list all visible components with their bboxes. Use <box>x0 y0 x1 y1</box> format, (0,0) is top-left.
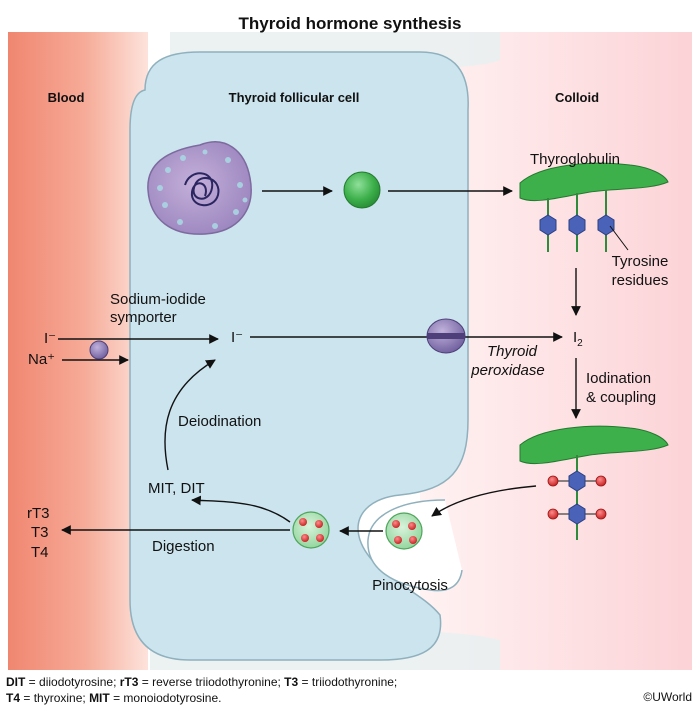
colloid-label: Colloid <box>555 90 599 105</box>
blood-region <box>8 32 148 670</box>
footnote-rt3-abbr: rT3 <box>119 675 139 689</box>
footnote-dit-abbr: DIT <box>6 675 26 689</box>
footnote-dit-def: = diiodotyrosine; <box>25 675 120 689</box>
iodination-label-2: & coupling <box>586 389 656 406</box>
digestion-label: Digestion <box>152 538 215 555</box>
iodinated-thyroglobulin <box>519 425 669 540</box>
footnote-mit-def: = monoiodotyrosine. <box>109 691 222 705</box>
mit-dit-label: MIT, DIT <box>148 480 205 497</box>
diagram-title: Thyroid hormone synthesis <box>239 14 462 33</box>
deiodination-label: Deiodination <box>178 413 261 430</box>
t3-label: T3 <box>31 524 49 541</box>
tyrosine-label-1: Tyrosine <box>612 253 669 270</box>
nucleus <box>147 141 252 235</box>
footnote-mit-abbr: MIT <box>89 691 110 705</box>
peroxidase-label-1: Thyroid <box>487 343 538 360</box>
footnote-t3-abbr: T3 <box>284 675 299 689</box>
pinocytic-vesicle <box>385 512 423 550</box>
tyrosine-label-2: residues <box>612 272 669 289</box>
copyright: ©UWorld <box>643 690 692 704</box>
tyrosine-pointer <box>609 225 629 251</box>
arrow-to-pinocytosis <box>431 485 537 517</box>
peroxidase-label-2: peroxidase <box>470 362 544 379</box>
abbreviations-footnote: DIT = diiodotyrosine; rT3 = reverse trii… <box>6 674 566 706</box>
iodination-label-1: Iodination <box>586 370 651 387</box>
sodium-label: Na⁺ <box>28 351 55 368</box>
digestion-vesicle <box>292 511 330 549</box>
thyroglobulin-precursor <box>343 171 381 209</box>
footnote-rt3-def: = reverse triiodothyronine; <box>138 675 285 689</box>
rt3-label: rT3 <box>27 505 50 522</box>
thyroglobulin-label: Thyroglobulin <box>530 151 620 168</box>
iodine-label: I2 <box>573 329 583 349</box>
cell-label: Thyroid follicular cell <box>229 90 360 105</box>
footnote-t3-def: = triiodothyronine; <box>298 675 398 689</box>
arrow-deiodination <box>164 359 216 471</box>
thyroid-peroxidase-channel <box>426 318 466 354</box>
symporter-label-1: Sodium-iodide <box>110 291 206 308</box>
blood-label: Blood <box>48 90 85 105</box>
arrow-to-mit-dit <box>191 495 291 523</box>
footnote-t4-def: = thyroxine; <box>20 691 90 705</box>
symporter-label-2: symporter <box>110 309 177 326</box>
iodide-blood-label: I⁻ <box>44 330 56 347</box>
pinocytosis-label: Pinocytosis <box>372 577 448 594</box>
thyroglobulin-molecule <box>519 162 669 252</box>
footnote-t4-abbr: T4 <box>6 691 21 705</box>
t4-label: T4 <box>31 544 49 561</box>
symporter <box>89 340 109 360</box>
iodide-cell-label: I⁻ <box>231 329 243 346</box>
